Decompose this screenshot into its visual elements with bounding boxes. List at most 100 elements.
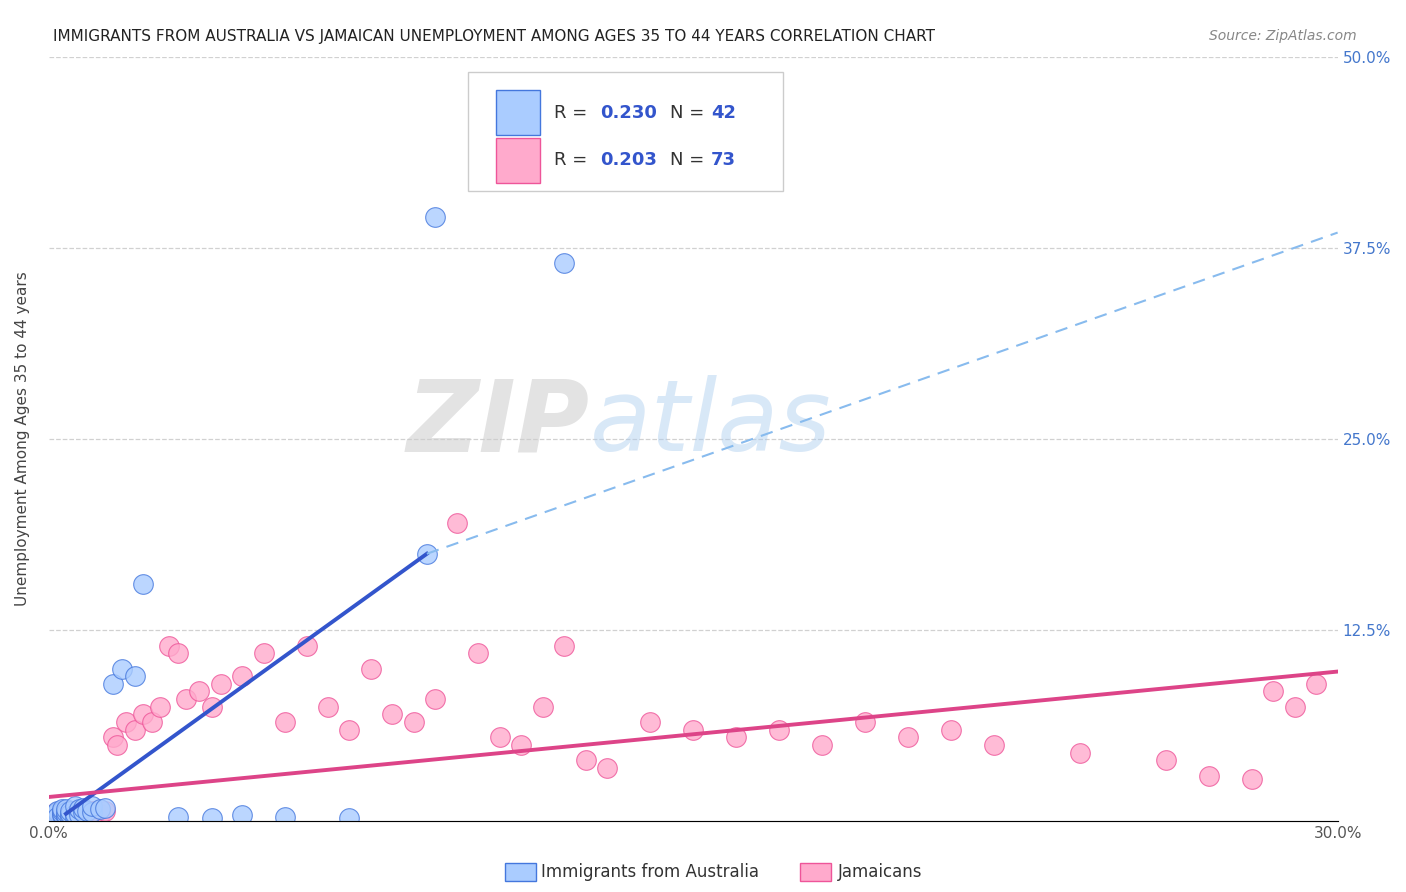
- Point: [42, 810, 65, 824]
- Point: [59, 804, 82, 818]
- Point: [103, 677, 125, 691]
- Point: [51, 806, 73, 821]
- Point: [55, 810, 77, 824]
- Point: [46, 805, 69, 820]
- Point: [80, 805, 103, 820]
- Point: [46, 808, 69, 822]
- Point: [209, 677, 232, 691]
- Point: [67, 805, 90, 820]
- Point: [596, 761, 619, 775]
- Text: N =: N =: [671, 103, 710, 121]
- Point: [983, 738, 1005, 752]
- Point: [360, 661, 382, 675]
- Point: [1069, 746, 1091, 760]
- Point: [59, 808, 82, 822]
- Point: [124, 669, 146, 683]
- Point: [402, 714, 425, 729]
- Point: [682, 723, 704, 737]
- Point: [274, 714, 297, 729]
- Point: [939, 723, 962, 737]
- Point: [89, 806, 111, 821]
- Point: [55, 805, 77, 820]
- Point: [531, 699, 554, 714]
- Point: [1198, 768, 1220, 782]
- Point: [59, 806, 82, 821]
- Point: [59, 810, 82, 824]
- Point: [59, 805, 82, 820]
- Point: [174, 692, 197, 706]
- Point: [141, 714, 163, 729]
- Point: [55, 808, 77, 822]
- Point: [124, 723, 146, 737]
- Text: N =: N =: [671, 151, 710, 169]
- FancyBboxPatch shape: [496, 137, 540, 183]
- Point: [381, 707, 404, 722]
- Point: [132, 577, 155, 591]
- Point: [201, 811, 224, 825]
- Point: [897, 731, 920, 745]
- Point: [149, 699, 172, 714]
- Point: [811, 738, 834, 752]
- Point: [425, 211, 447, 225]
- Point: [1284, 699, 1306, 714]
- Point: [84, 805, 107, 820]
- Point: [72, 810, 94, 824]
- Text: 0.203: 0.203: [600, 151, 657, 169]
- Point: [63, 799, 86, 814]
- Point: [89, 802, 111, 816]
- Point: [489, 731, 512, 745]
- Point: [1154, 753, 1177, 767]
- Point: [768, 723, 790, 737]
- Point: [46, 806, 69, 821]
- Point: [72, 800, 94, 814]
- Point: [67, 808, 90, 822]
- Point: [132, 707, 155, 722]
- Text: Immigrants from Australia: Immigrants from Australia: [541, 863, 759, 881]
- Point: [274, 810, 297, 824]
- Point: [446, 516, 468, 531]
- Point: [1263, 684, 1285, 698]
- Point: [201, 699, 224, 714]
- Point: [93, 800, 115, 814]
- Point: [67, 808, 90, 822]
- Text: 0.230: 0.230: [600, 103, 657, 121]
- Point: [339, 723, 361, 737]
- Point: [553, 256, 575, 270]
- Point: [42, 810, 65, 824]
- Text: Source: ZipAtlas.com: Source: ZipAtlas.com: [1209, 29, 1357, 43]
- Point: [67, 802, 90, 816]
- Point: [46, 804, 69, 818]
- Point: [80, 799, 103, 814]
- Y-axis label: Unemployment Among Ages 35 to 44 years: Unemployment Among Ages 35 to 44 years: [15, 272, 30, 607]
- Point: [166, 810, 188, 824]
- Point: [46, 805, 69, 820]
- Point: [51, 808, 73, 822]
- Point: [51, 802, 73, 816]
- FancyBboxPatch shape: [468, 72, 783, 191]
- Point: [55, 802, 77, 816]
- FancyBboxPatch shape: [496, 90, 540, 136]
- Text: IMMIGRANTS FROM AUSTRALIA VS JAMAICAN UNEMPLOYMENT AMONG AGES 35 TO 44 YEARS COR: IMMIGRANTS FROM AUSTRALIA VS JAMAICAN UN…: [53, 29, 935, 44]
- Point: [1240, 772, 1263, 786]
- Point: [231, 808, 253, 822]
- Point: [72, 806, 94, 821]
- Point: [63, 804, 86, 818]
- Point: [63, 806, 86, 821]
- Point: [425, 692, 447, 706]
- Point: [51, 810, 73, 824]
- Point: [55, 810, 77, 824]
- Point: [72, 805, 94, 820]
- Point: [63, 808, 86, 822]
- Point: [115, 714, 138, 729]
- Point: [103, 731, 125, 745]
- Point: [80, 804, 103, 818]
- Point: [231, 669, 253, 683]
- Text: R =: R =: [554, 103, 593, 121]
- Point: [725, 731, 748, 745]
- Point: [80, 808, 103, 822]
- Point: [55, 804, 77, 818]
- Point: [467, 646, 489, 660]
- Point: [252, 646, 274, 660]
- Point: [157, 639, 180, 653]
- Text: atlas: atlas: [591, 376, 832, 472]
